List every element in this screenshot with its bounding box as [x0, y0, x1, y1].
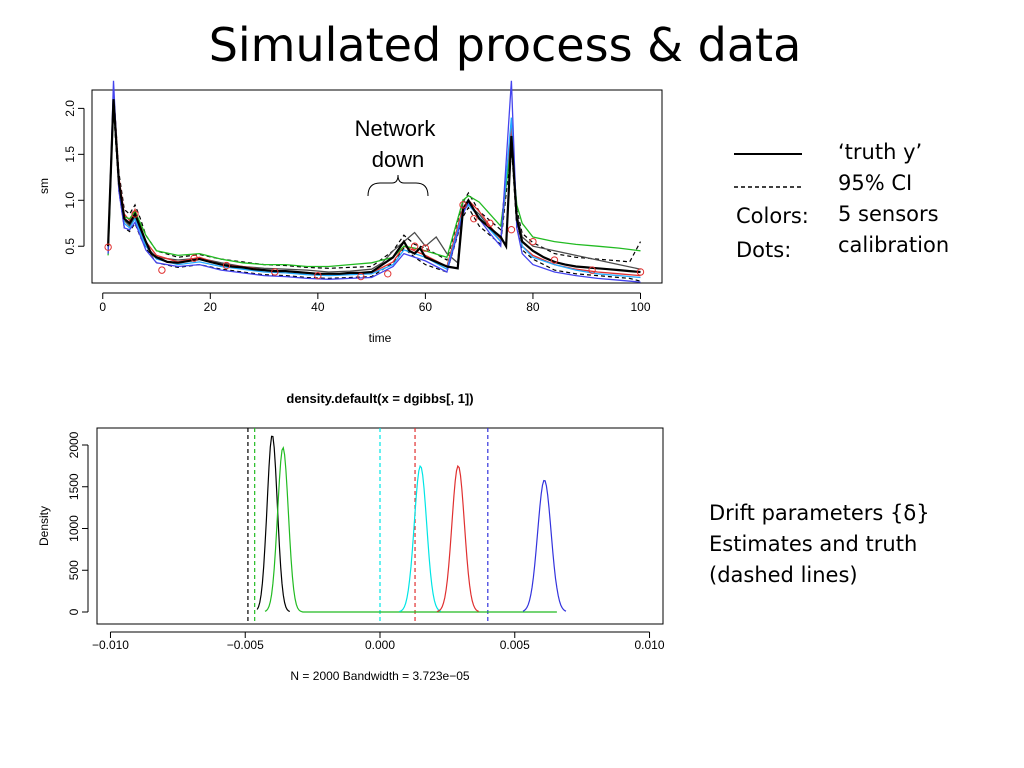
calibration-point [131, 210, 139, 218]
drift-note-line2: Estimates and truth [709, 532, 918, 556]
x-tick-label: 100 [630, 300, 650, 314]
x-tick-label: 40 [311, 300, 325, 314]
calibration-point [271, 268, 279, 276]
y-tick-label: 1.0 [63, 192, 77, 209]
y-tick-label: 0.5 [63, 238, 77, 255]
sensor-5-line [107, 80, 641, 283]
calibration-point [357, 272, 365, 281]
y-tick-label: 500 [67, 560, 81, 580]
annotation-brace [367, 174, 429, 197]
y-tick-label: 1.5 [63, 146, 77, 163]
calibration-point [636, 268, 645, 276]
x-axis-label: time [369, 331, 392, 345]
calibration-point [507, 225, 516, 234]
y-tick-label: 2.0 [63, 100, 77, 117]
legend-truth-label: ‘truth y’ [838, 140, 923, 164]
drift-note-line3: (dashed lines) [709, 563, 858, 587]
density-curve-5 [522, 479, 567, 612]
density-curve-2 [264, 446, 557, 613]
chart-density: density.default(x = dgibbs[, 1]) −0.010 −… [37, 391, 665, 683]
x-axis-label: N = 2000 Bandwidth = 3.723e−05 [290, 669, 469, 683]
x-tick-label: 0.010 [635, 638, 665, 652]
x-tick-label: 80 [526, 300, 540, 314]
density-curve-3 [399, 464, 442, 613]
annotation-down: down [372, 147, 425, 172]
chart-soil-moisture: 0 20 40 60 80 100 0.5 1.0 1.5 2.0 sm time Network… [37, 80, 663, 345]
calibration-point [486, 219, 494, 227]
calibration-point [222, 261, 231, 270]
calibration-point [384, 270, 392, 278]
slide-title: Simulated process & data [208, 18, 802, 72]
sensor-4-line [107, 94, 641, 279]
x-tick-label: 0.005 [500, 638, 530, 652]
calibration-point [314, 271, 322, 280]
calibration-point [588, 266, 596, 274]
calibration-point [421, 244, 430, 252]
legend-colors-key: Colors: [736, 204, 809, 228]
calibration-point [410, 242, 419, 250]
calibration-point [550, 256, 559, 264]
calibration-point [158, 266, 166, 274]
y-axis-label: sm [37, 178, 51, 194]
y-axis-label: Density [37, 506, 51, 546]
x-tick-label: 20 [204, 300, 218, 314]
calibration-point [459, 201, 467, 209]
y-tick-label: 1500 [67, 473, 81, 500]
x-tick-label: −0.005 [227, 638, 264, 652]
legend-dots-key: Dots: [736, 238, 792, 262]
x-tick-label: 0.000 [365, 638, 395, 652]
drift-note: Drift parameters {δ} Estimates and truth… [709, 498, 930, 591]
density-curve-1 [256, 435, 291, 613]
y-tick-label: 2000 [67, 431, 81, 458]
density-title: density.default(x = dgibbs[, 1]) [286, 391, 473, 406]
legend-line-samples [734, 153, 802, 188]
density-curve-4 [436, 464, 479, 613]
calibration-point [529, 237, 537, 246]
x-tick-label: 0 [99, 300, 106, 314]
legend-dots-value: calibration [838, 233, 950, 257]
legend-ci-label: 95% CI [838, 171, 913, 195]
y-tick-label: 1000 [67, 515, 81, 542]
calibration-point [190, 254, 198, 262]
legend-colors-value: 5 sensors [838, 202, 939, 226]
x-tick-label: 60 [419, 300, 433, 314]
calibration-point [470, 214, 478, 223]
plot-frame [91, 89, 663, 284]
drift-note-line1: Drift parameters {δ} [709, 501, 930, 525]
x-tick-label: −0.010 [92, 638, 129, 652]
annotation-network: Network [355, 116, 437, 141]
y-tick-label: 0 [67, 608, 81, 615]
calibration-point [104, 243, 112, 251]
truth-line [107, 99, 641, 275]
